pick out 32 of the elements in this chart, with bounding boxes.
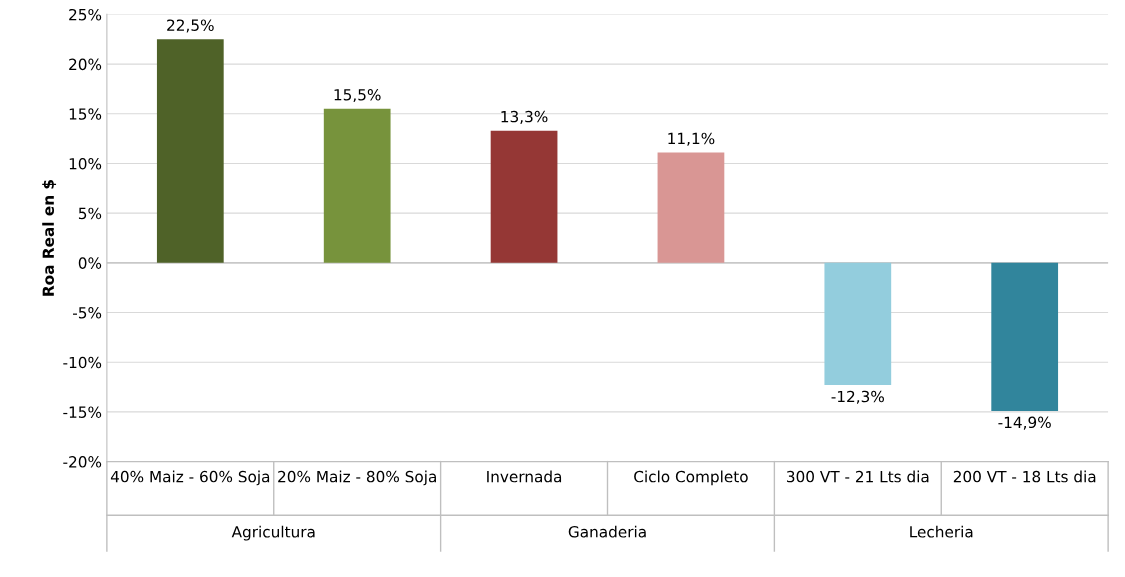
x-tick-label: 300 VT - 21 Lts dia — [787, 470, 929, 483]
data-label: 11,1% — [668, 132, 715, 146]
y-tick-label: 5% — [78, 207, 102, 220]
x-tick-label: Ciclo Completo — [634, 470, 748, 486]
x-tick-label: 200 VT - 18 Lts dia — [953, 470, 1096, 483]
y-tick-label: 25% — [69, 8, 102, 21]
bar — [657, 152, 725, 263]
bar — [156, 39, 224, 263]
y-tick-label: 0% — [78, 257, 102, 269]
x-tick-label: Invernada — [487, 470, 562, 483]
bar — [991, 262, 1059, 411]
data-label: 15,5% — [334, 88, 381, 103]
data-label: 13,3% — [501, 110, 548, 124]
data-label: -12,3% — [831, 390, 884, 404]
y-tick-label: -5% — [73, 307, 102, 319]
x-tick-label: 40% Maiz - 60% Soja — [110, 470, 270, 486]
y-axis-title: Roa Real en $ — [42, 180, 57, 296]
data-label: -14,9% — [998, 416, 1051, 430]
data-label: 22,5% — [167, 19, 214, 33]
y-tick-label: -15% — [63, 406, 102, 418]
y-tick-label: 10% — [69, 157, 102, 170]
bar — [824, 262, 892, 386]
bar — [490, 130, 558, 263]
bar — [323, 108, 391, 263]
y-tick-label: 20% — [69, 58, 102, 71]
text: Lecheria — [910, 525, 973, 538]
y-tick-label: -10% — [63, 356, 102, 369]
text: Agricultura — [231, 525, 315, 541]
y-tick-label: -20% — [63, 456, 102, 468]
y-tick-label: 15% — [69, 108, 102, 120]
x-tick-label: 20% Maiz - 80% Soja — [278, 470, 436, 486]
text: Ganaderia — [568, 525, 646, 538]
